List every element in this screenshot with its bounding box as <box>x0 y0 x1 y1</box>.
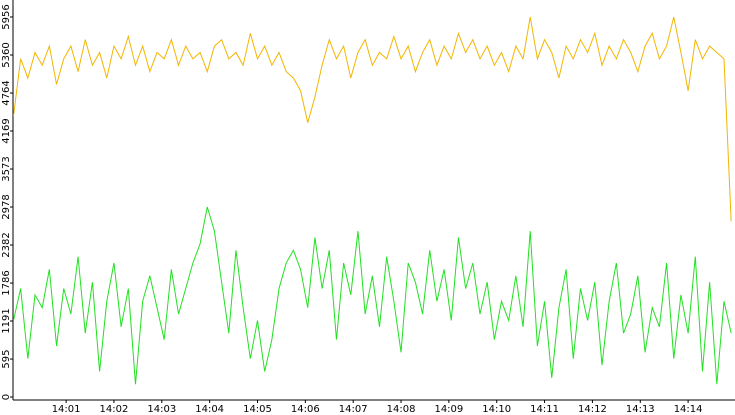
y-tick-label: 4764 <box>1 80 12 105</box>
x-tick-label: 14:02 <box>100 404 129 415</box>
series-line <box>12 16 732 222</box>
x-tick-label: 14:10 <box>482 404 511 415</box>
x-tick-label: 14:01 <box>52 404 81 415</box>
x-tick-label: 14:06 <box>291 404 320 415</box>
y-tick-label: 2382 <box>1 232 12 257</box>
y-tick-label: 3573 <box>1 156 12 181</box>
y-tick-label: 1786 <box>1 270 12 295</box>
y-tick-label: 0 <box>1 394 12 400</box>
x-tick-label: 14:14 <box>674 404 703 415</box>
x-tick-label: 14:12 <box>578 404 607 415</box>
x-tick-label: 14:07 <box>339 404 368 415</box>
y-tick-label: 2978 <box>1 194 12 219</box>
y-tick-label: 5956 <box>1 4 12 29</box>
y-tick-label: 595 <box>1 349 12 368</box>
x-tick-label: 14:11 <box>530 404 559 415</box>
x-tick-label: 14:05 <box>243 404 272 415</box>
x-tick-label: 14:08 <box>387 404 416 415</box>
y-tick-label: 1191 <box>1 308 12 333</box>
y-tick-label: 4169 <box>1 118 12 143</box>
y-tick-label: 5360 <box>1 42 12 67</box>
x-tick-label: 14:03 <box>147 404 176 415</box>
series-line <box>12 206 732 385</box>
x-tick-label: 14:13 <box>626 404 655 415</box>
x-tick-label: 14:09 <box>434 404 463 415</box>
x-tick-label: 14:04 <box>195 404 224 415</box>
